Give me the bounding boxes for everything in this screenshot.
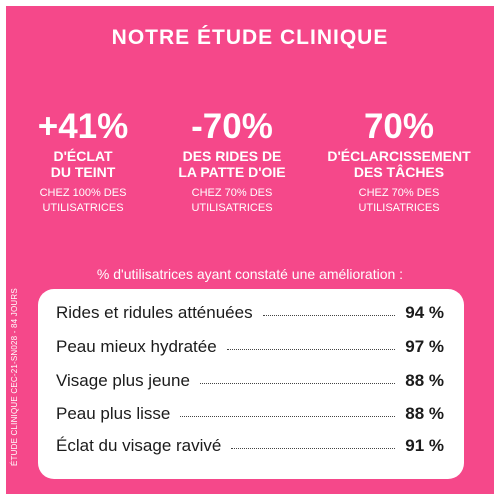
stat-radiance: +41% D'ÉCLAT DU TEINT CHEZ 100% DES UTIL…	[6, 108, 163, 216]
stat-percent: +41%	[37, 107, 129, 146]
stat-percent: -70%	[191, 107, 273, 146]
results-box: Rides et ridules atténuées 94 % Peau mie…	[38, 289, 464, 479]
result-label: Peau mieux hydratée	[56, 337, 217, 356]
page-title: NOTRE ÉTUDE CLINIQUE	[111, 26, 389, 49]
result-row: Peau mieux hydratée 97 %	[56, 337, 444, 367]
stat-note: CHEZ 70% DES UTILISATRICES	[191, 187, 273, 214]
result-row: Éclat du visage ravivé 91 %	[56, 436, 444, 466]
stat-note: CHEZ 70% DES UTILISATRICES	[358, 187, 440, 214]
result-value: 88 %	[405, 404, 444, 423]
stat-description: DES RIDES DE LA PATTE D'OIE	[178, 148, 286, 180]
clinical-study-card: NOTRE ÉTUDE CLINIQUE +41% D'ÉCLAT DU TEI…	[6, 6, 494, 494]
result-label: Peau plus lisse	[56, 404, 171, 423]
dotted-leader	[226, 348, 396, 350]
stat-description: D'ÉCLARCISSEMENT DES TÂCHES	[327, 148, 471, 180]
result-label: Rides et ridules atténuées	[56, 303, 253, 322]
result-value: 88 %	[405, 371, 444, 390]
result-label: Éclat du visage ravivé	[56, 436, 222, 455]
study-reference: ÉTUDE CLINIQUE CEC-21-SN028 - 84 JOURS	[10, 288, 19, 466]
result-value: 97 %	[405, 337, 444, 356]
dotted-leader	[262, 314, 396, 316]
result-row: Visage plus jeune 88 %	[56, 371, 444, 401]
result-value: 94 %	[405, 303, 444, 322]
dotted-leader	[199, 382, 396, 384]
dotted-leader	[180, 415, 396, 417]
stat-wrinkles: -70% DES RIDES DE LA PATTE D'OIE CHEZ 70…	[152, 108, 312, 216]
result-value: 91 %	[405, 436, 444, 455]
result-row: Peau plus lisse 88 %	[56, 404, 444, 434]
result-row: Rides et ridules atténuées 94 %	[56, 303, 444, 333]
survey-intro: % d'utilisatrices ayant constaté une amé…	[96, 266, 404, 282]
dotted-leader	[231, 447, 396, 449]
stat-note: CHEZ 100% DES UTILISATRICES	[39, 187, 127, 214]
stat-spots: 70% D'ÉCLARCISSEMENT DES TÂCHES CHEZ 70%…	[304, 108, 494, 216]
stat-description: D'ÉCLAT DU TEINT	[50, 148, 116, 180]
result-label: Visage plus jeune	[56, 371, 190, 390]
stat-percent: 70%	[363, 107, 435, 146]
